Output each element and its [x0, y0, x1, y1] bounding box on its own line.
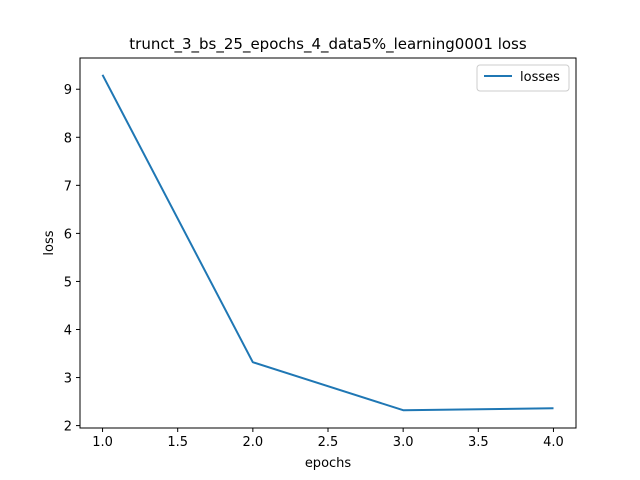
y-axis-label: loss [42, 230, 57, 255]
y-tick-label: 3 [64, 372, 72, 387]
x-tick-label: 1.0 [92, 435, 113, 450]
x-tick-label: 4.0 [543, 435, 564, 450]
y-tick-label: 9 [64, 83, 72, 98]
y-tick-label: 7 [64, 179, 72, 194]
chart-title: trunct_3_bs_25_epochs_4_data5%_learning0… [129, 35, 527, 54]
x-axis-label: epochs [305, 456, 352, 471]
y-tick-label: 2 [64, 420, 72, 435]
y-tick-label: 5 [64, 275, 72, 290]
series-layer [101, 74, 554, 412]
legend: losses [476, 64, 570, 92]
x-tick-label: 2.0 [243, 435, 264, 450]
x-tick-label: 1.5 [167, 435, 188, 450]
legend-label-losses: losses [520, 70, 560, 85]
y-axis-ticks: 2 3 4 5 6 7 8 9 [64, 83, 80, 435]
x-tick-label: 3.5 [468, 435, 489, 450]
x-axis-ticks: 1.0 1.5 2.0 2.5 3.0 3.5 4.0 [92, 428, 564, 450]
series-line-losses [101, 74, 554, 412]
plot-area [79, 57, 577, 429]
legend-box [476, 64, 570, 92]
y-tick-label: 4 [64, 323, 72, 338]
x-tick-label: 3.0 [393, 435, 414, 450]
x-tick-label: 2.5 [318, 435, 339, 450]
y-tick-label: 8 [64, 131, 72, 146]
y-tick-label: 6 [64, 227, 72, 242]
